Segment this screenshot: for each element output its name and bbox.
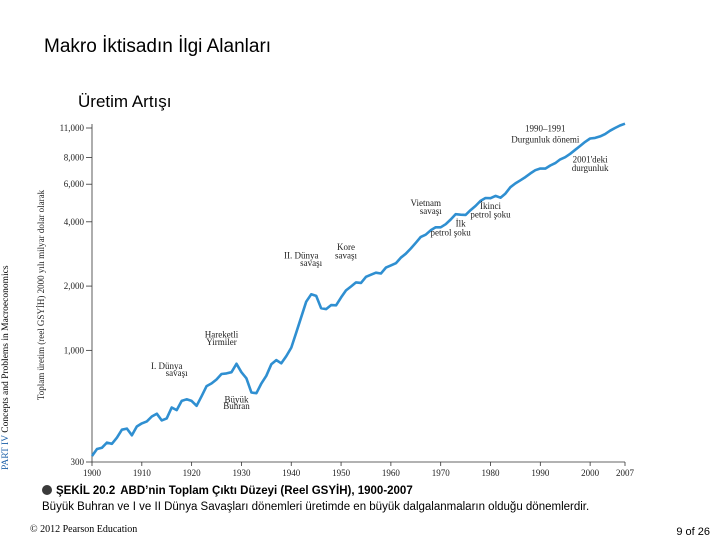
x-tick-label: 1930	[232, 468, 251, 478]
x-tick-label: 1980	[482, 468, 501, 478]
copyright-footer: © 2012 Pearson Education	[30, 524, 138, 535]
annotation-label: Vietnam	[411, 198, 441, 208]
y-tick-label: 1,000	[64, 345, 85, 355]
annotation-label: petrol şoku	[470, 209, 511, 219]
x-tick-label: 1950	[332, 468, 351, 478]
y-tick-label: 11,000	[60, 123, 85, 133]
annotation-label: durgunluk	[572, 163, 609, 173]
annotation-label: petrol şoku	[431, 228, 472, 238]
figure-title: ABD’nin Toplam Çıktı Düzeyi (Reel GSYİH)…	[120, 485, 413, 497]
annotation-label: I. Dünya	[151, 361, 183, 371]
annotation-label: Kore	[337, 242, 355, 252]
annotation-label: İkinci	[480, 201, 501, 211]
slide-title: Makro İktisadın İlgi Alanları	[44, 36, 272, 57]
x-tick-label: 1920	[183, 468, 202, 478]
annotation-label: Buhran	[223, 401, 250, 411]
y-axis-label: Toplam üretim (reel GSYİH) 2000 yılı mil…	[36, 189, 46, 400]
annotation-label: Durgunluk dönemi	[511, 135, 580, 145]
annotation-label: İlk	[456, 219, 466, 229]
page-number: 9 of 26	[676, 526, 710, 538]
y-tick-label: 300	[71, 457, 85, 467]
annotation-label: 2001'deki	[573, 154, 609, 164]
y-tick-label: 8,000	[64, 153, 85, 163]
x-tick-label: 1900	[83, 468, 102, 478]
figure-number: ŞEKİL 20.2	[56, 485, 116, 497]
annotation-label: 1990–1991	[525, 123, 566, 133]
x-tick-label: 1940	[282, 468, 301, 478]
y-tick-label: 4,000	[64, 217, 85, 227]
annotation-label: savaşı	[166, 368, 188, 378]
gdp-line-chart: Toplam üretim (reel GSYİH) 2000 yılı mil…	[36, 122, 635, 478]
side-label: PART IV Concepts and Problems in Macroec…	[1, 230, 15, 470]
x-tick-label: 2000	[581, 468, 600, 478]
annotation-label: Hareketli	[205, 329, 239, 339]
x-tick-label: 1960	[382, 468, 401, 478]
x-tick-label: 2007	[616, 468, 635, 478]
annotation-label: II. Dünya	[284, 250, 319, 260]
figure-caption: ŞEKİL 20.2 ABD’nin Toplam Çıktı Düzeyi (R…	[42, 485, 413, 497]
side-label-part: PART IV	[1, 435, 11, 470]
annotation-label: savaşı	[300, 258, 322, 268]
annotation-label: savaşı	[335, 250, 357, 260]
figure-description: Büyük Buhran ve I ve II Dünya Savaşları …	[42, 501, 590, 513]
figure-icon	[42, 485, 52, 495]
annotation-label: Yirmiler	[206, 337, 237, 347]
x-tick-label: 1910	[133, 468, 152, 478]
chart-title: Üretim Artışı	[78, 92, 172, 111]
annotation-label: Büyük	[224, 394, 249, 404]
y-tick-label: 6,000	[64, 179, 85, 189]
side-label-text: Concepts and Problems in Macroeconomics	[1, 265, 11, 433]
annotation-label: savaşı	[420, 206, 442, 216]
x-tick-label: 1990	[531, 468, 550, 478]
y-tick-label: 2,000	[64, 281, 85, 291]
x-tick-label: 1970	[432, 468, 451, 478]
gdp-series-line	[90, 122, 626, 457]
